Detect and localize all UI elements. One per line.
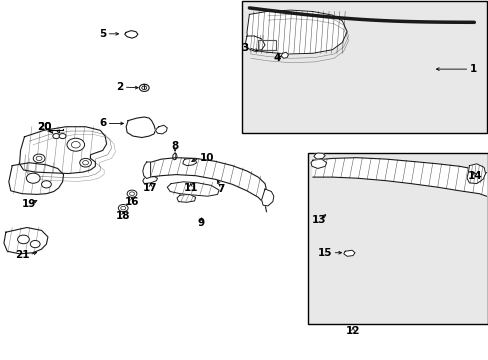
Text: 15: 15 — [317, 248, 332, 258]
Polygon shape — [20, 127, 106, 174]
Polygon shape — [142, 176, 157, 184]
Text: 3: 3 — [241, 42, 248, 53]
Text: 20: 20 — [37, 122, 51, 132]
Text: 9: 9 — [198, 218, 204, 228]
Circle shape — [26, 173, 40, 183]
Circle shape — [36, 156, 42, 161]
Circle shape — [121, 206, 125, 210]
Polygon shape — [310, 159, 326, 168]
Text: 13: 13 — [311, 215, 325, 225]
Polygon shape — [4, 228, 48, 254]
Circle shape — [18, 235, 29, 244]
Polygon shape — [246, 10, 346, 54]
Text: 2: 2 — [116, 82, 123, 92]
Text: 16: 16 — [124, 197, 139, 207]
Text: 10: 10 — [199, 153, 214, 163]
Circle shape — [80, 158, 91, 167]
Text: 1: 1 — [468, 64, 476, 74]
Text: 4: 4 — [273, 53, 281, 63]
Polygon shape — [9, 163, 63, 194]
Polygon shape — [177, 194, 195, 202]
Text: 14: 14 — [467, 171, 482, 181]
Polygon shape — [261, 189, 273, 206]
Text: 8: 8 — [171, 141, 178, 151]
Text: 21: 21 — [15, 250, 29, 260]
Circle shape — [82, 161, 88, 165]
Text: 19: 19 — [22, 199, 37, 210]
Polygon shape — [343, 250, 354, 256]
Polygon shape — [172, 153, 177, 160]
Polygon shape — [124, 31, 138, 38]
Text: 11: 11 — [183, 183, 198, 193]
Circle shape — [71, 141, 80, 148]
Bar — [307, 153, 487, 324]
Circle shape — [129, 192, 134, 195]
Bar — [257, 40, 276, 50]
Circle shape — [33, 154, 45, 163]
Text: 18: 18 — [116, 211, 130, 221]
Circle shape — [139, 84, 149, 91]
Circle shape — [59, 134, 66, 139]
Circle shape — [67, 138, 84, 151]
Text: 12: 12 — [345, 326, 360, 336]
Text: 6: 6 — [99, 118, 106, 129]
Polygon shape — [466, 164, 485, 184]
Text: 7: 7 — [217, 184, 224, 194]
Polygon shape — [155, 125, 167, 134]
Polygon shape — [167, 182, 219, 196]
Circle shape — [41, 181, 51, 188]
Bar — [242, 1, 486, 133]
Polygon shape — [149, 158, 266, 212]
Circle shape — [53, 134, 60, 139]
Polygon shape — [126, 117, 155, 138]
Polygon shape — [245, 36, 264, 51]
Text: 20: 20 — [37, 122, 51, 132]
Circle shape — [127, 190, 137, 197]
Circle shape — [118, 204, 128, 212]
Polygon shape — [312, 158, 486, 196]
Polygon shape — [313, 153, 325, 159]
Polygon shape — [142, 162, 150, 179]
Text: 17: 17 — [143, 183, 158, 193]
Polygon shape — [183, 158, 196, 166]
Circle shape — [142, 86, 146, 90]
Text: 5: 5 — [99, 29, 106, 39]
Polygon shape — [281, 52, 288, 58]
Circle shape — [30, 240, 40, 248]
